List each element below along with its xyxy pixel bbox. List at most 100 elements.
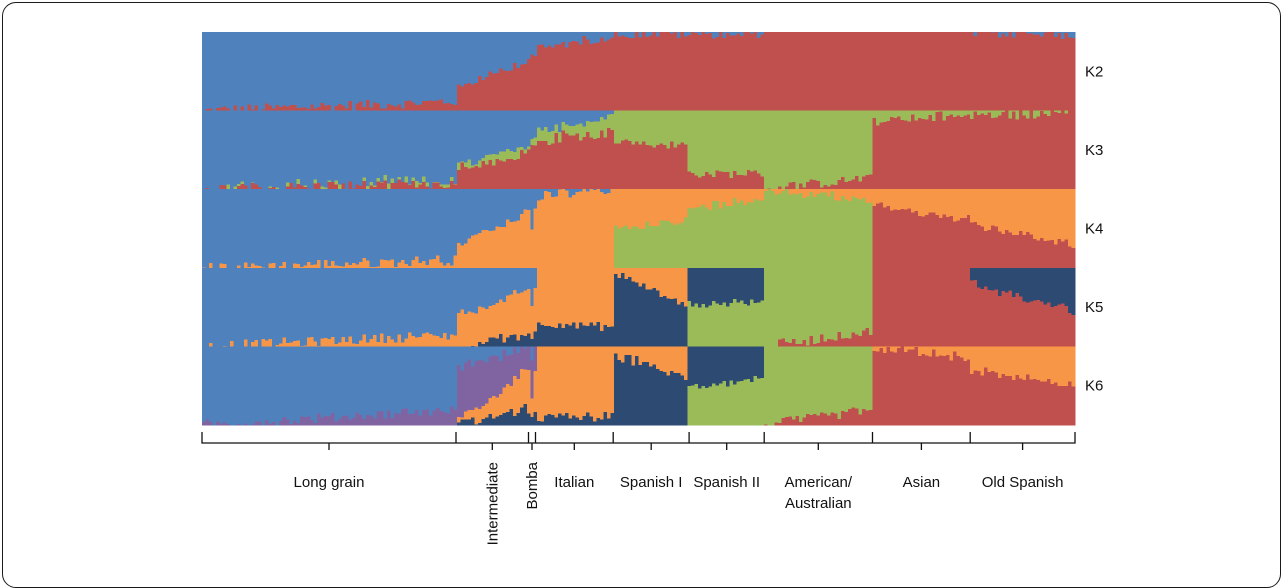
bar-k2-174-red (810, 32, 814, 111)
bar-k6-235-red (1023, 380, 1027, 425)
bar-k4-15-blue (254, 189, 258, 266)
bar-k5-116-orange (607, 268, 611, 327)
bar-k6-102-navy (558, 413, 562, 425)
bar-k4-210-orange (935, 189, 939, 215)
bar-k2-188-red (859, 32, 863, 111)
bar-k5-78-blue (474, 268, 478, 314)
bar-k6-217-red (960, 357, 964, 425)
bar-k6-119-orange (618, 346, 622, 360)
bar-k4-220-red (970, 223, 974, 268)
bar-k3-158-green (754, 111, 758, 171)
bar-k6-179-green (827, 346, 831, 415)
bar-k6-139-navy (687, 346, 691, 386)
bar-k3-188-green (859, 111, 863, 182)
bar-k6-132-navy (663, 372, 667, 425)
bar-k4-96-orange (537, 200, 541, 268)
bar-k3-160-red (761, 176, 765, 189)
bar-k3-64-red (425, 186, 429, 189)
bar-k2-183-red (841, 32, 845, 111)
bar-k5-130-orange (656, 268, 660, 291)
bar-k6-98-navy (544, 415, 548, 425)
bar-k6-93-navy (527, 414, 531, 426)
bar-k2-104-red (565, 47, 569, 110)
bar-k3-135-red (673, 148, 677, 190)
bar-k3-5-blue (219, 111, 223, 186)
bar-k3-108-red (579, 140, 583, 189)
bar-k3-88-green (509, 151, 513, 159)
bar-k2-117-blue (611, 32, 615, 38)
bar-k4-219-orange (967, 189, 971, 215)
bar-k4-51-blue (380, 189, 384, 259)
bar-k6-145-green (708, 386, 712, 425)
bar-k4-106-orange (572, 195, 576, 268)
bar-k2-138-red (684, 36, 688, 110)
bar-k5-130-navy (656, 291, 660, 347)
bar-k5-47-blue (366, 268, 370, 343)
bar-k6-122-navy (628, 355, 632, 425)
bar-k6-20-blue (272, 346, 276, 422)
bar-k3-44-red (356, 184, 360, 189)
bar-k6-60-blue (412, 346, 416, 414)
bar-k2-97-blue (541, 32, 545, 45)
bar-k6-158-navy (754, 346, 758, 376)
bar-k5-145-navy (708, 268, 712, 306)
bar-k3-98-blue (544, 111, 548, 128)
bar-k3-221-red (974, 111, 978, 189)
bar-k4-222-red (977, 225, 981, 268)
bar-k5-142-navy (698, 268, 702, 308)
bar-k5-106-navy (572, 322, 576, 346)
bar-k5-26-orange (293, 341, 297, 347)
bar-k5-93-navy (527, 333, 531, 346)
bar-k5-64-orange (425, 332, 429, 346)
bar-k2-19-red (268, 105, 272, 110)
bar-k6-206-orange (921, 346, 925, 354)
bar-k4-69-blue (443, 189, 447, 266)
bar-k4-146-orange (712, 189, 716, 201)
bar-k4-201-orange (904, 189, 908, 210)
bar-k5-66-blue (432, 268, 436, 336)
bar-k3-6-red (223, 186, 227, 190)
bar-k4-78-orange (474, 235, 478, 269)
bar-k5-95-navy (534, 332, 538, 347)
bar-k5-24-orange (286, 343, 290, 347)
bar-k3-67-red (436, 183, 440, 190)
bar-k6-197-red (890, 352, 894, 426)
bar-k5-170-green (796, 268, 800, 344)
bar-k4-141-green (694, 208, 698, 269)
bar-k5-43-blue (352, 268, 356, 344)
bar-k2-232-red (1012, 38, 1016, 111)
bar-k3-36-blue (328, 111, 332, 181)
bar-k4-79-blue (478, 189, 482, 233)
bar-k3-131-red (659, 143, 663, 189)
bar-k4-38-orange (335, 266, 339, 269)
bar-k4-154-orange (740, 189, 744, 201)
bar-k5-208-red (928, 268, 932, 347)
group-label-american-australian-line-2: Australian (785, 495, 852, 512)
bar-k2-98-red (544, 48, 548, 111)
bar-k4-160-green (761, 201, 765, 268)
bar-k5-101-orange (555, 268, 559, 328)
bar-k3-36-green (328, 180, 332, 182)
bar-k2-122-blue (628, 32, 632, 38)
bar-k2-240-blue (1040, 32, 1044, 37)
bar-k5-117-orange (611, 268, 615, 327)
bar-k2-132-red (663, 32, 667, 111)
bar-k4-58-orange (405, 264, 409, 268)
bar-k3-151-red (729, 178, 733, 189)
group-brackets (202, 432, 1075, 450)
bar-k2-31-red (310, 105, 314, 111)
bar-k3-168-red (789, 182, 793, 189)
bar-k3-33-blue (317, 111, 321, 184)
bar-k2-111-blue (590, 32, 594, 44)
bar-k3-48-blue (370, 111, 374, 183)
bar-k5-109-orange (583, 268, 587, 326)
bar-k4-134-green (670, 223, 674, 268)
bar-k3-22-blue (279, 111, 283, 189)
bar-k6-201-orange (904, 346, 908, 352)
bar-k2-52-red (384, 108, 388, 111)
bar-k6-194-red (879, 348, 883, 425)
bar-k6-245-orange (1058, 346, 1062, 386)
bar-k2-2-red (209, 109, 213, 111)
bar-k2-172-red (803, 32, 807, 111)
bar-k6-87-blue (506, 346, 510, 355)
